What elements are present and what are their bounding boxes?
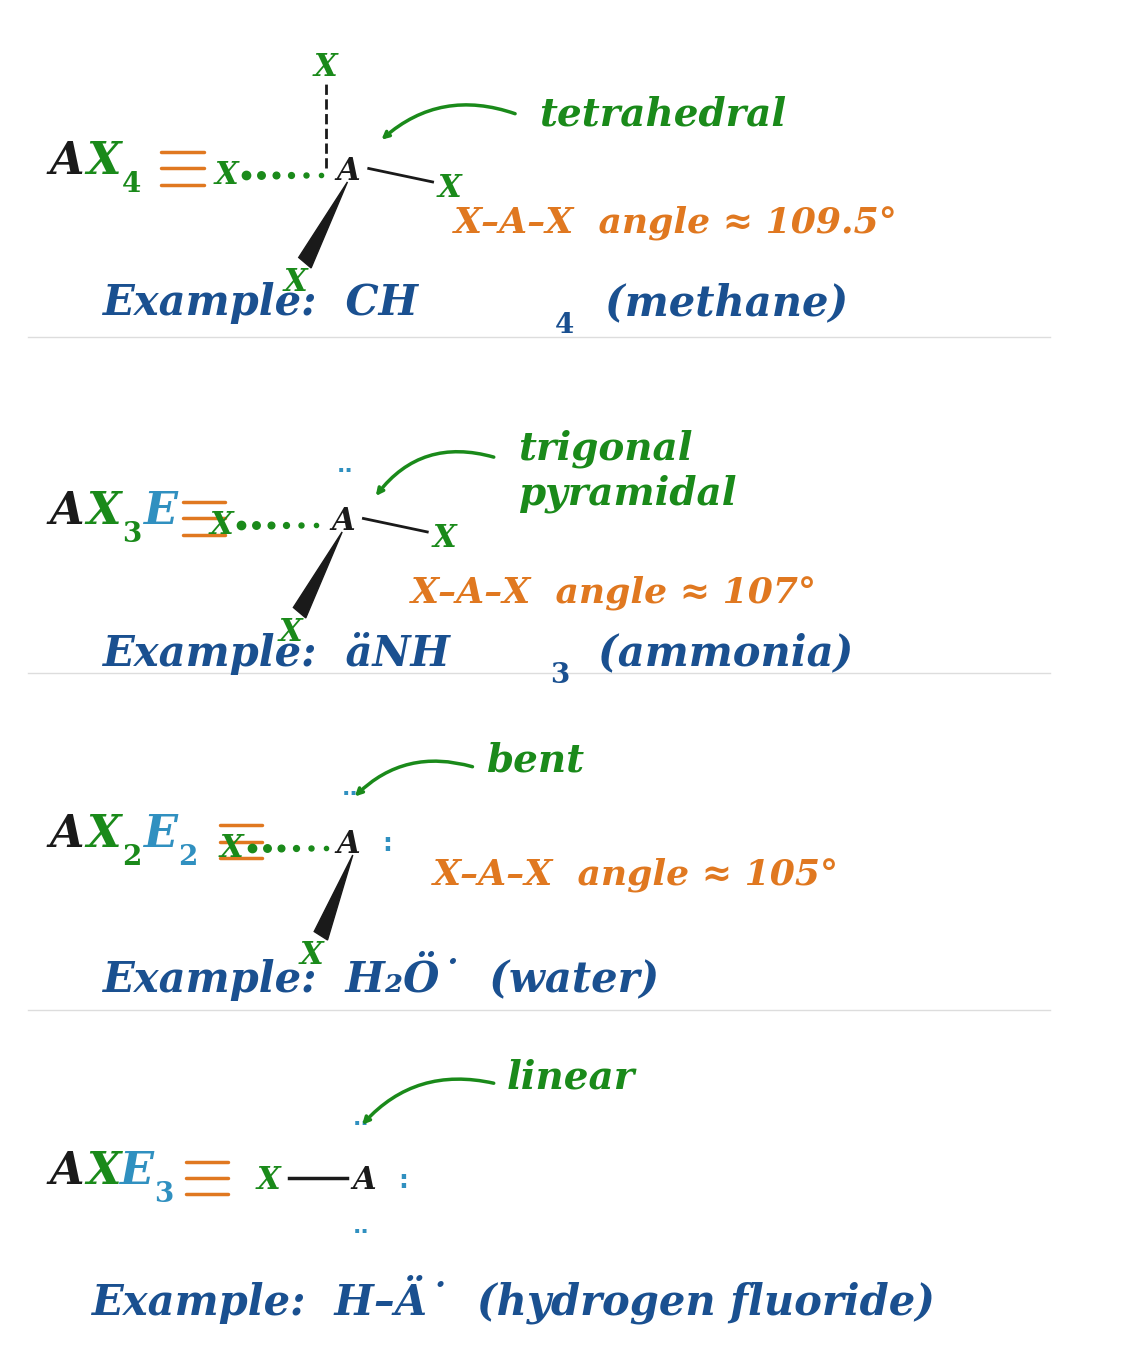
Text: A: A	[49, 813, 84, 857]
Text: (methane): (methane)	[577, 282, 848, 324]
Text: X–A–X  angle ≈ 107°: X–A–X angle ≈ 107°	[412, 575, 818, 609]
Text: X: X	[313, 52, 337, 83]
Text: X: X	[209, 510, 232, 541]
Text: :: :	[383, 832, 393, 857]
Text: pyramidal: pyramidal	[517, 475, 736, 514]
Text: A: A	[331, 506, 356, 537]
Text: A: A	[337, 828, 360, 860]
Text: trigonal: trigonal	[517, 430, 692, 468]
Text: X–A–X  angle ≈ 105°: X–A–X angle ≈ 105°	[433, 858, 839, 892]
Text: 2: 2	[122, 845, 141, 872]
Text: 2: 2	[178, 845, 197, 872]
Text: ··: ··	[337, 461, 353, 481]
Text: X: X	[86, 490, 121, 533]
Text: ··: ··	[342, 785, 359, 804]
Text: A: A	[49, 490, 84, 533]
Text: X: X	[300, 941, 323, 971]
Text: X: X	[438, 173, 461, 204]
Text: A: A	[49, 1149, 84, 1193]
Text: A: A	[337, 155, 360, 186]
Text: X: X	[214, 159, 238, 190]
Text: A: A	[352, 1166, 376, 1197]
Text: X: X	[284, 268, 307, 298]
Polygon shape	[298, 182, 348, 268]
Text: Example:  äNH: Example: äNH	[103, 631, 451, 675]
Text: X: X	[257, 1166, 280, 1197]
Text: Example:  CH: Example: CH	[103, 282, 419, 324]
Text: X: X	[278, 617, 302, 649]
Text: X: X	[86, 813, 121, 857]
Text: E: E	[144, 490, 177, 533]
Text: tetrahedral: tetrahedral	[539, 95, 787, 133]
Text: Example:  H–Ä˙  (hydrogen fluoride): Example: H–Ä˙ (hydrogen fluoride)	[92, 1274, 936, 1325]
Polygon shape	[314, 855, 352, 940]
Text: Example:  H₂Ö˙  (water): Example: H₂Ö˙ (water)	[103, 951, 660, 1001]
Text: (ammonia): (ammonia)	[569, 632, 853, 675]
Text: bent: bent	[486, 741, 583, 779]
Text: 3: 3	[550, 662, 569, 690]
Text: 3: 3	[154, 1180, 173, 1208]
Text: 4: 4	[122, 171, 141, 199]
Text: X: X	[86, 140, 121, 184]
Text: 3: 3	[122, 521, 141, 548]
Polygon shape	[293, 532, 342, 617]
Text: E: E	[144, 813, 177, 857]
Text: A: A	[49, 140, 84, 184]
Text: ··: ··	[352, 1114, 369, 1134]
Text: :: :	[398, 1168, 408, 1193]
Text: ··: ··	[352, 1221, 369, 1242]
Text: X: X	[220, 832, 243, 864]
Text: X–A–X  angle ≈ 109.5°: X–A–X angle ≈ 109.5°	[454, 205, 898, 239]
Text: linear: linear	[507, 1058, 635, 1096]
Text: 4: 4	[555, 313, 574, 340]
Text: X: X	[86, 1149, 121, 1193]
Text: E: E	[119, 1149, 153, 1193]
Text: X: X	[433, 524, 457, 554]
